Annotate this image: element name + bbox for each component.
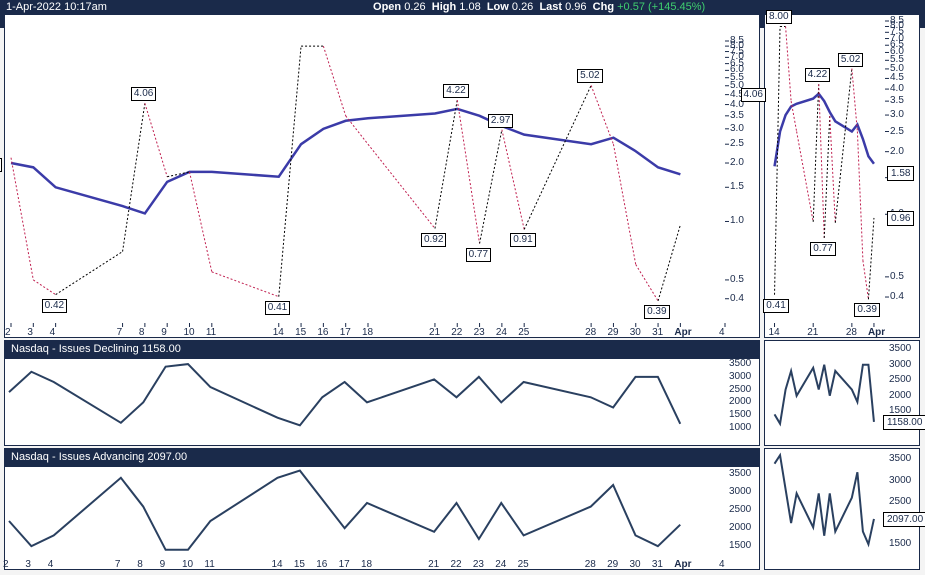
right-chart: 0.40.51.01.52.02.53.03.54.04.55.05.56.06… — [764, 14, 920, 338]
main-chart: 0.40.51.01.52.02.53.03.54.04.55.05.56.06… — [4, 14, 760, 338]
right-declining-chart: 1000150020002500300035001158.00 — [764, 340, 920, 446]
declining-chart: Nasdaq - Issues Declining 1158.00 100015… — [4, 340, 760, 446]
advancing-chart: Nasdaq - Issues Advancing 2097.00 150020… — [4, 448, 760, 570]
date-label: 1-Apr-2022 10:17am — [6, 1, 107, 13]
right-advancing-chart: 150020002500300035002097.00 — [764, 448, 920, 570]
